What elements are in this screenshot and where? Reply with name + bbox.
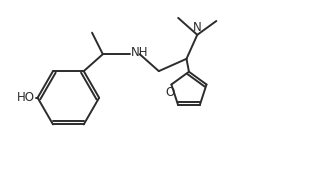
Text: O: O xyxy=(165,86,175,99)
Text: N: N xyxy=(193,21,202,34)
Text: HO: HO xyxy=(17,91,35,104)
Text: NH: NH xyxy=(131,46,149,60)
